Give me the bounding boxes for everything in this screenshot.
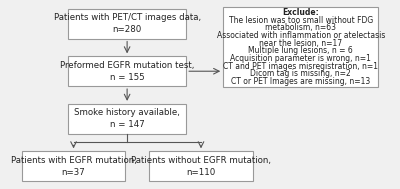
- FancyBboxPatch shape: [68, 9, 186, 39]
- Text: Multiple lung lesions, n = 6: Multiple lung lesions, n = 6: [248, 46, 353, 55]
- Text: Smoke history available,: Smoke history available,: [74, 108, 180, 117]
- Text: The lesion was too small without FDG: The lesion was too small without FDG: [229, 16, 373, 25]
- FancyBboxPatch shape: [68, 56, 186, 86]
- Text: Dicom tag is missing, n=2: Dicom tag is missing, n=2: [250, 69, 351, 78]
- Text: Acquisition parameter is wrong, n=1: Acquisition parameter is wrong, n=1: [230, 54, 371, 63]
- Text: Preformed EGFR mutation test,: Preformed EGFR mutation test,: [60, 61, 194, 70]
- Text: n = 155: n = 155: [110, 73, 144, 82]
- Text: n=280: n=280: [112, 25, 142, 34]
- Text: CT and PET images misregistration, n=1: CT and PET images misregistration, n=1: [223, 62, 378, 70]
- Text: Patients without EGFR mutation,: Patients without EGFR mutation,: [131, 156, 271, 165]
- Text: near the lesion, n=17: near the lesion, n=17: [259, 39, 342, 48]
- Text: Associated with inflammation or atelectasis: Associated with inflammation or atelecta…: [216, 31, 385, 40]
- Text: Patients with EGFR mutation,: Patients with EGFR mutation,: [11, 156, 136, 165]
- Text: CT or PET Images are missing, n=13: CT or PET Images are missing, n=13: [231, 77, 370, 86]
- Text: metabolism, n=63: metabolism, n=63: [265, 23, 336, 33]
- FancyBboxPatch shape: [149, 151, 253, 181]
- Text: Patients with PET/CT images data,: Patients with PET/CT images data,: [54, 13, 201, 22]
- FancyBboxPatch shape: [22, 151, 125, 181]
- Text: n=37: n=37: [62, 168, 86, 177]
- FancyBboxPatch shape: [223, 7, 378, 87]
- Text: Exclude:: Exclude:: [282, 8, 319, 17]
- Text: n=110: n=110: [186, 168, 216, 177]
- FancyBboxPatch shape: [68, 104, 186, 134]
- Text: n = 147: n = 147: [110, 120, 144, 129]
